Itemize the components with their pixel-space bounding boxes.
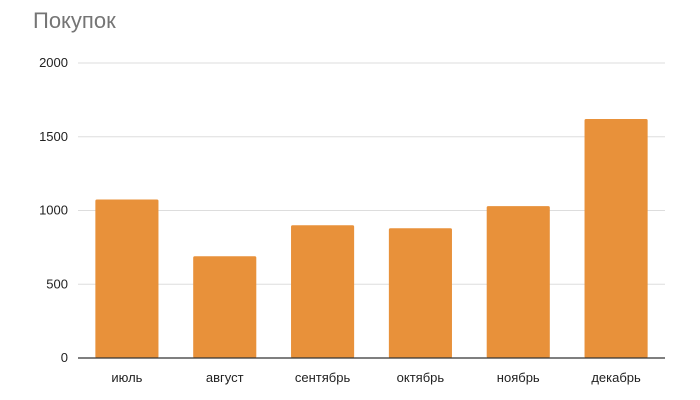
y-axis-ticks: 0 500 1000 1500 2000 xyxy=(39,55,68,365)
bar-2 xyxy=(291,225,355,358)
x-tick-label: ноябрь xyxy=(497,370,540,385)
bar-4 xyxy=(486,206,550,358)
x-tick-label: сентябрь xyxy=(295,370,351,385)
y-tick-label: 0 xyxy=(61,350,68,365)
bars xyxy=(95,119,648,358)
y-tick-label: 500 xyxy=(46,276,68,291)
x-tick-label: октябрь xyxy=(397,370,445,385)
x-tick-label: декабрь xyxy=(591,370,641,385)
x-tick-label: август xyxy=(206,370,244,385)
bar-3 xyxy=(388,228,452,358)
chart-title: Покупок xyxy=(33,8,116,33)
bar-5 xyxy=(584,119,648,358)
bar-0 xyxy=(95,199,159,358)
y-tick-label: 2000 xyxy=(39,55,68,70)
gridlines xyxy=(78,62,665,285)
y-tick-label: 1000 xyxy=(39,203,68,218)
x-axis-ticks: июль август сентябрь октябрь ноябрь декабрь xyxy=(111,370,641,385)
x-tick-label: июль xyxy=(111,370,142,385)
y-tick-label: 1500 xyxy=(39,129,68,144)
bar-1 xyxy=(193,256,257,358)
